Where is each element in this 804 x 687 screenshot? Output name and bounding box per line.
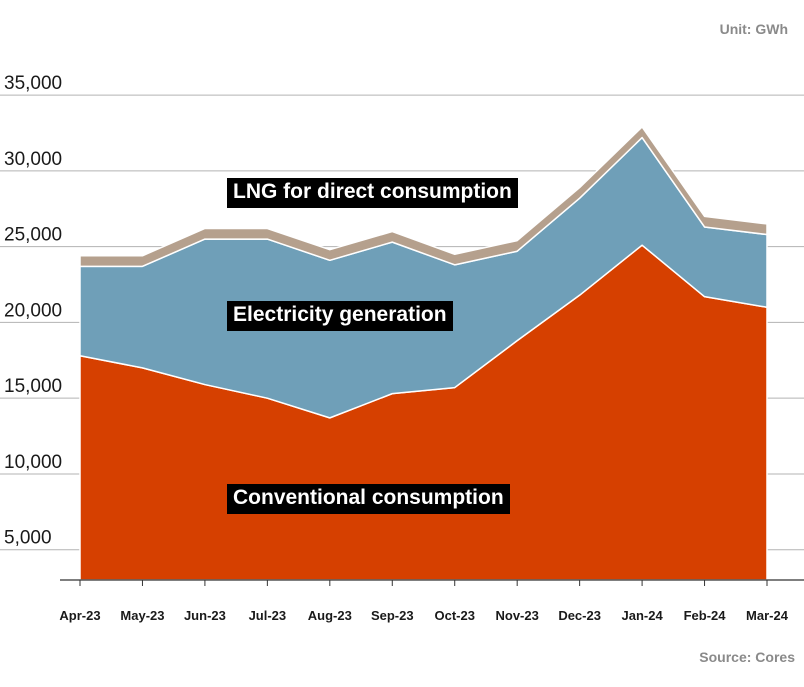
y-tick-label: 20,000	[4, 300, 62, 321]
x-tick-label: Jul-23	[249, 608, 287, 623]
x-tick-label: May-23	[120, 608, 164, 623]
y-tick-label: 25,000	[4, 225, 62, 246]
area-lng-for-direct-consumption	[79, 126, 768, 268]
x-tick-label: Aug-23	[308, 608, 352, 623]
x-tick-label: Sep-23	[371, 608, 414, 623]
x-tick-label: Oct-23	[434, 608, 474, 623]
source-label: Source: Cores	[699, 649, 795, 665]
label-electricity-generation: Electricity generation	[227, 301, 453, 331]
x-tick-label: Apr-23	[59, 608, 100, 623]
unit-label: Unit: GWh	[720, 21, 788, 37]
y-tick-label: 5,000	[4, 528, 52, 549]
y-tick-label: 30,000	[4, 149, 62, 170]
y-tick-label: 10,000	[4, 452, 62, 473]
label-lng: LNG for direct consumption	[227, 178, 518, 208]
x-tick-label: Jun-23	[184, 608, 226, 623]
label-conventional-consumption: Conventional consumption	[227, 484, 510, 514]
x-tick-label: Dec-23	[558, 608, 601, 623]
y-tick-label: 35,000	[4, 73, 62, 94]
x-tick-label: Feb-24	[684, 608, 727, 623]
y-tick-label: 15,000	[4, 376, 62, 397]
x-tick-label: Jan-24	[621, 608, 663, 623]
x-tick-label: Mar-24	[746, 608, 789, 623]
x-tick-label: Nov-23	[496, 608, 539, 623]
